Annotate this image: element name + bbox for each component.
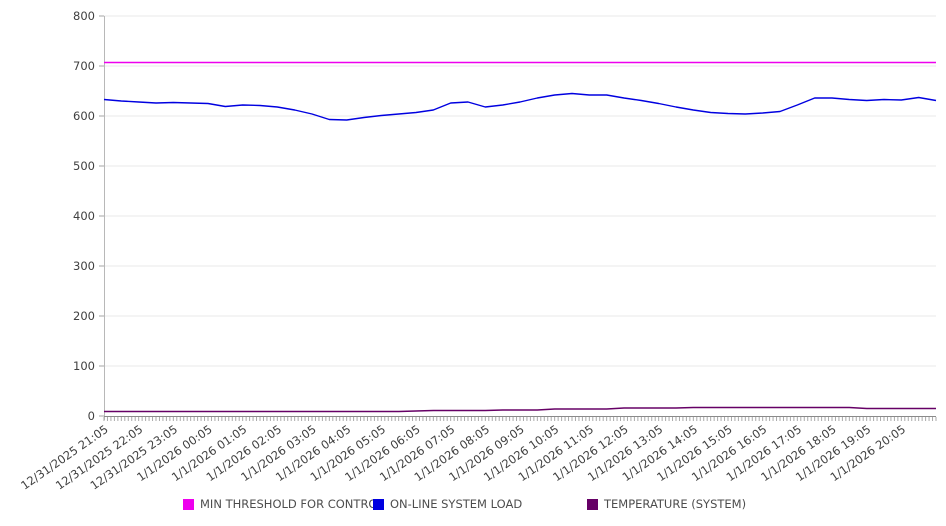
legend-item-0: MIN THRESHOLD FOR CONTROL xyxy=(183,496,384,512)
y-axis-label: 800 xyxy=(73,9,95,23)
y-axis-label: 500 xyxy=(73,159,95,173)
y-axis-label: 0 xyxy=(88,409,95,423)
legend-swatch-icon xyxy=(373,498,384,510)
legend-item-2: TEMPERATURE (SYSTEM) xyxy=(587,496,746,512)
y-axis-label: 100 xyxy=(73,359,95,373)
series-line-2 xyxy=(104,406,936,413)
y-axis-label: 600 xyxy=(73,109,95,123)
y-axis-label: 700 xyxy=(73,59,95,73)
y-axis-label: 200 xyxy=(73,309,95,323)
legend-label: MIN THRESHOLD FOR CONTROL xyxy=(200,497,384,511)
legend-swatch-icon xyxy=(183,498,194,510)
legend-label: TEMPERATURE (SYSTEM) xyxy=(604,497,747,511)
chart-legend: MIN THRESHOLD FOR CONTROL ON-LINE SYSTEM … xyxy=(0,496,946,516)
legend-item-1: ON-LINE SYSTEM LOAD xyxy=(373,496,522,512)
legend-label: ON-LINE SYSTEM LOAD xyxy=(390,497,523,511)
legend-swatch-icon xyxy=(587,498,598,510)
y-axis-label: 300 xyxy=(73,259,95,273)
series-line-1 xyxy=(103,92,937,121)
y-axis-label: 400 xyxy=(73,209,95,223)
